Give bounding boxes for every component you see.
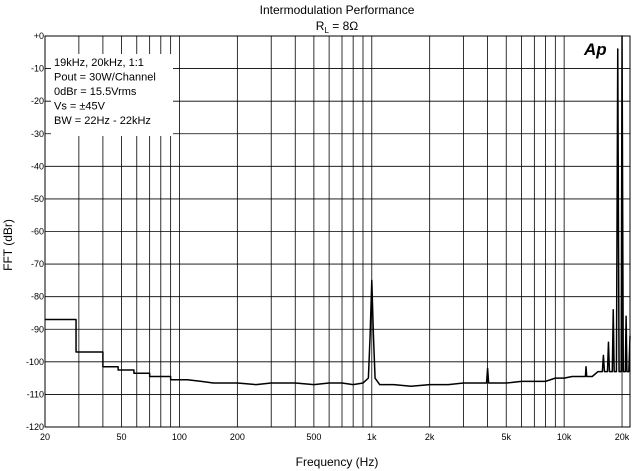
y-tick-label: -80: [31, 292, 44, 302]
chart-subtitle: RL = 8Ω: [316, 19, 358, 35]
y-tick-label: -70: [31, 259, 44, 269]
plot-frame: [44, 35, 631, 428]
x-tick-label: 20: [40, 432, 50, 442]
y-tick-label: -110: [27, 389, 44, 399]
annotation-line: Pout = 30W/Channel: [54, 72, 156, 84]
y-tick-label: -20: [31, 96, 44, 106]
subtitle-sub: L: [324, 26, 329, 35]
annotation-text: 19kHz, 20kHz, 1:1 Pout = 30W/Channel 0dBr …: [54, 57, 156, 127]
x-tick-label: 5k: [501, 432, 511, 442]
x-tick-label: 1k: [367, 432, 377, 442]
x-tick-label: 500: [306, 432, 321, 442]
x-tick-label: 50: [117, 432, 127, 442]
x-tick-label: 2k: [425, 432, 435, 442]
y-tick-label: -50: [31, 194, 44, 204]
annotation-box: [51, 54, 173, 136]
x-tick-label: 10k: [557, 432, 572, 442]
y-tick-label: -60: [31, 227, 44, 237]
y-tick-label: -30: [31, 129, 44, 139]
y-tick-label: +0: [34, 31, 44, 41]
x-tick-label: 100: [172, 432, 187, 442]
series-line: [45, 35, 631, 388]
tick-labels: +0 -10 -20 -30 -40 -50 -60 -70 -80 -90 -100 -110 -12…: [26, 31, 630, 442]
annotation-line: 0dBr = 15.5Vrms: [54, 86, 137, 98]
y-tick-label: -120: [26, 422, 44, 432]
y-tick-label: -90: [31, 324, 44, 334]
series-group: [45, 35, 631, 388]
y-axis-label: FFT (dBr): [1, 219, 15, 271]
x-tick-label: 20k: [615, 432, 630, 442]
subtitle-main: R: [316, 19, 325, 33]
ap-logo: Ap: [583, 40, 607, 59]
annotation-line: BW = 22Hz - 22kHz: [54, 115, 151, 127]
y-tick-label: -100: [26, 357, 44, 367]
annotation-line: Vs = ±45V: [54, 101, 106, 113]
x-axis-label: Frequency (Hz): [296, 455, 379, 469]
x-tick-label: 200: [230, 432, 245, 442]
annotation-line: 19kHz, 20kHz, 1:1: [54, 57, 144, 69]
y-tick-label: -40: [31, 161, 44, 171]
chart-title: Intermodulation Performance: [260, 3, 415, 17]
subtitle-rest: = 8Ω: [329, 19, 358, 33]
y-tick-label: -10: [31, 64, 44, 74]
